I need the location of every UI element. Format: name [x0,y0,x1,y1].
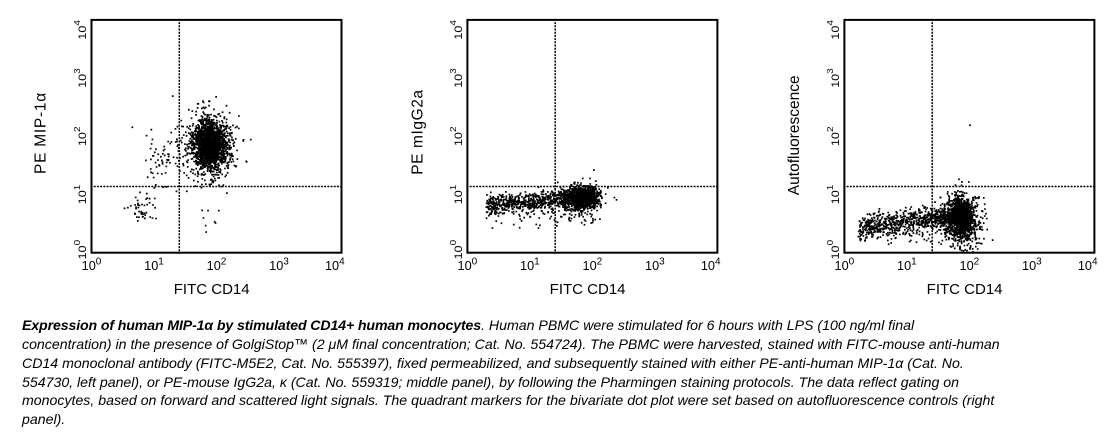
svg-text:104: 104 [325,256,345,273]
svg-text:102: 102 [960,256,980,273]
svg-text:101: 101 [897,256,917,273]
svg-text:101: 101 [826,185,842,205]
svg-text:102: 102 [826,126,842,146]
svg-text:104: 104 [826,20,842,40]
svg-text:104: 104 [73,20,89,40]
svg-text:103: 103 [645,256,665,273]
svg-text:FITC CD14: FITC CD14 [174,281,250,298]
svg-text:100: 100 [449,240,465,260]
svg-text:101: 101 [520,256,540,273]
svg-text:101: 101 [144,256,164,273]
svg-text:Autofluorescence: Autofluorescence [786,75,803,195]
svg-text:100: 100 [826,240,842,260]
svg-text:100: 100 [73,240,89,260]
svg-text:FITC CD14: FITC CD14 [550,281,626,298]
svg-text:104: 104 [449,20,465,40]
svg-text:102: 102 [449,126,465,146]
svg-text:103: 103 [73,68,89,88]
svg-text:104: 104 [701,256,721,273]
svg-text:102: 102 [73,126,89,146]
svg-text:101: 101 [449,185,465,205]
svg-text:101: 101 [73,185,89,205]
svg-text:PE MIP-1α: PE MIP-1α [33,92,50,174]
svg-text:103: 103 [449,68,465,88]
svg-text:FITC CD14: FITC CD14 [927,281,1003,298]
svg-text:103: 103 [269,256,289,273]
svg-text:103: 103 [1022,256,1042,273]
svg-text:PE mIgG2a: PE mIgG2a [409,89,426,175]
svg-text:102: 102 [583,256,603,273]
svg-text:104: 104 [1078,256,1098,273]
svg-text:103: 103 [826,68,842,88]
svg-text:102: 102 [207,256,227,273]
